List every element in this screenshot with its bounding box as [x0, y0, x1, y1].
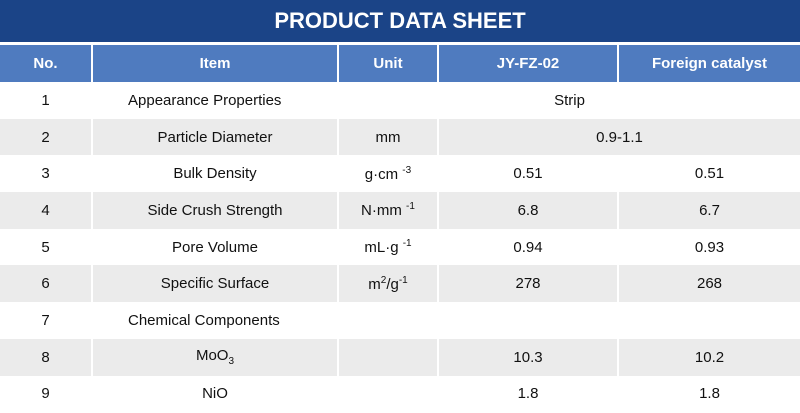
- cell-foreign: 268: [617, 265, 800, 303]
- cell-jy: 0.51: [437, 155, 618, 193]
- header-jy-fz-02: JY-FZ-02: [437, 45, 618, 82]
- cell-no: 1: [41, 91, 50, 109]
- unit-base: N·mm: [361, 202, 402, 220]
- cell-item: Chemical Components: [91, 302, 338, 339]
- header-no: No.: [0, 45, 92, 82]
- cell-no: 6: [0, 265, 92, 303]
- cell-unit: m2/g-1: [337, 265, 438, 303]
- table-row: 3 Bulk Density g·cm -3 0.51 0.51: [0, 155, 800, 193]
- cell-unit: N·mm -1: [337, 192, 438, 229]
- unit-exponent: -1: [406, 201, 415, 213]
- unit-base: mL·g: [364, 239, 399, 257]
- cell-no: 3: [41, 165, 50, 183]
- cell-foreign: 6.7: [617, 192, 800, 229]
- cell-foreign: 1.8: [617, 375, 800, 413]
- header-unit: Unit: [337, 45, 438, 82]
- cell-foreign: [617, 302, 800, 339]
- cell-item: Particle Diameter: [91, 118, 338, 156]
- cell-item: Bulk Density: [91, 155, 338, 193]
- cell-merged-value: 0.9-1.1: [437, 118, 800, 156]
- cell-unit: mL·g -1: [337, 228, 438, 266]
- cell-foreign: 0.51: [617, 155, 800, 193]
- cell-merged-value: Strip: [337, 82, 800, 119]
- cell-item: MoO3: [91, 338, 338, 376]
- cell-jy: 0.94: [437, 228, 618, 266]
- item-subscript: 3: [228, 356, 235, 368]
- cell-unit: mm: [337, 118, 438, 156]
- product-data-table: No. Item Unit JY-FZ-02 Foreign catalyst …: [0, 45, 800, 413]
- cell-jy: 1.8: [437, 375, 618, 413]
- cell-unit: [337, 375, 438, 413]
- unit-exponent: -1: [398, 274, 408, 286]
- cell-item: Specific Surface: [91, 265, 338, 303]
- cell-no: 2: [0, 118, 92, 156]
- cell-no: 5: [41, 238, 50, 256]
- table-row: 7 Chemical Components: [0, 302, 800, 339]
- cell-no: 8: [0, 338, 92, 376]
- table-row: 5 Pore Volume mL·g -1 0.94 0.93: [0, 228, 800, 266]
- cell-item: Pore Volume: [91, 228, 338, 266]
- unit-base: m: [368, 275, 381, 293]
- cell-no: 4: [0, 192, 92, 229]
- unit-exponent: -3: [402, 164, 412, 176]
- cell-no: 7: [41, 311, 50, 329]
- cell-jy: [437, 302, 618, 339]
- page-title: PRODUCT DATA SHEET: [0, 0, 800, 42]
- cell-unit: [337, 338, 438, 376]
- table-row: 1 Appearance Properties Strip: [0, 82, 800, 119]
- cell-jy: 10.3: [437, 338, 618, 376]
- unit-base: /g: [386, 275, 399, 293]
- cell-item: NiO: [91, 375, 338, 413]
- table-row: 4 Side Crush Strength N·mm -1 6.8 6.7: [0, 192, 800, 229]
- cell-foreign: 10.2: [617, 338, 800, 376]
- table-row: 8 MoO3 10.3 10.2: [0, 338, 800, 376]
- table-row: 9 NiO 1.8 1.8: [0, 375, 800, 413]
- cell-unit: g·cm -3: [337, 155, 438, 193]
- cell-jy: 6.8: [437, 192, 618, 229]
- table-row: 6 Specific Surface m2/g-1 278 268: [0, 265, 800, 303]
- cell-foreign: 0.93: [617, 228, 800, 266]
- header-row: No. Item Unit JY-FZ-02 Foreign catalyst: [0, 45, 800, 82]
- cell-unit: [337, 302, 438, 339]
- header-foreign-catalyst: Foreign catalyst: [617, 45, 800, 82]
- cell-item: Side Crush Strength: [91, 192, 338, 229]
- unit-exponent: 2: [380, 274, 387, 286]
- table-row: 2 Particle Diameter mm 0.9-1.1: [0, 118, 800, 156]
- header-item: Item: [91, 45, 338, 82]
- item-formula: MoO: [195, 347, 229, 365]
- cell-jy: 278: [437, 265, 618, 303]
- unit-base: g·cm: [364, 165, 399, 183]
- cell-item: Appearance Properties: [91, 82, 338, 119]
- cell-no: 9: [41, 385, 50, 403]
- unit-exponent: -1: [402, 238, 412, 250]
